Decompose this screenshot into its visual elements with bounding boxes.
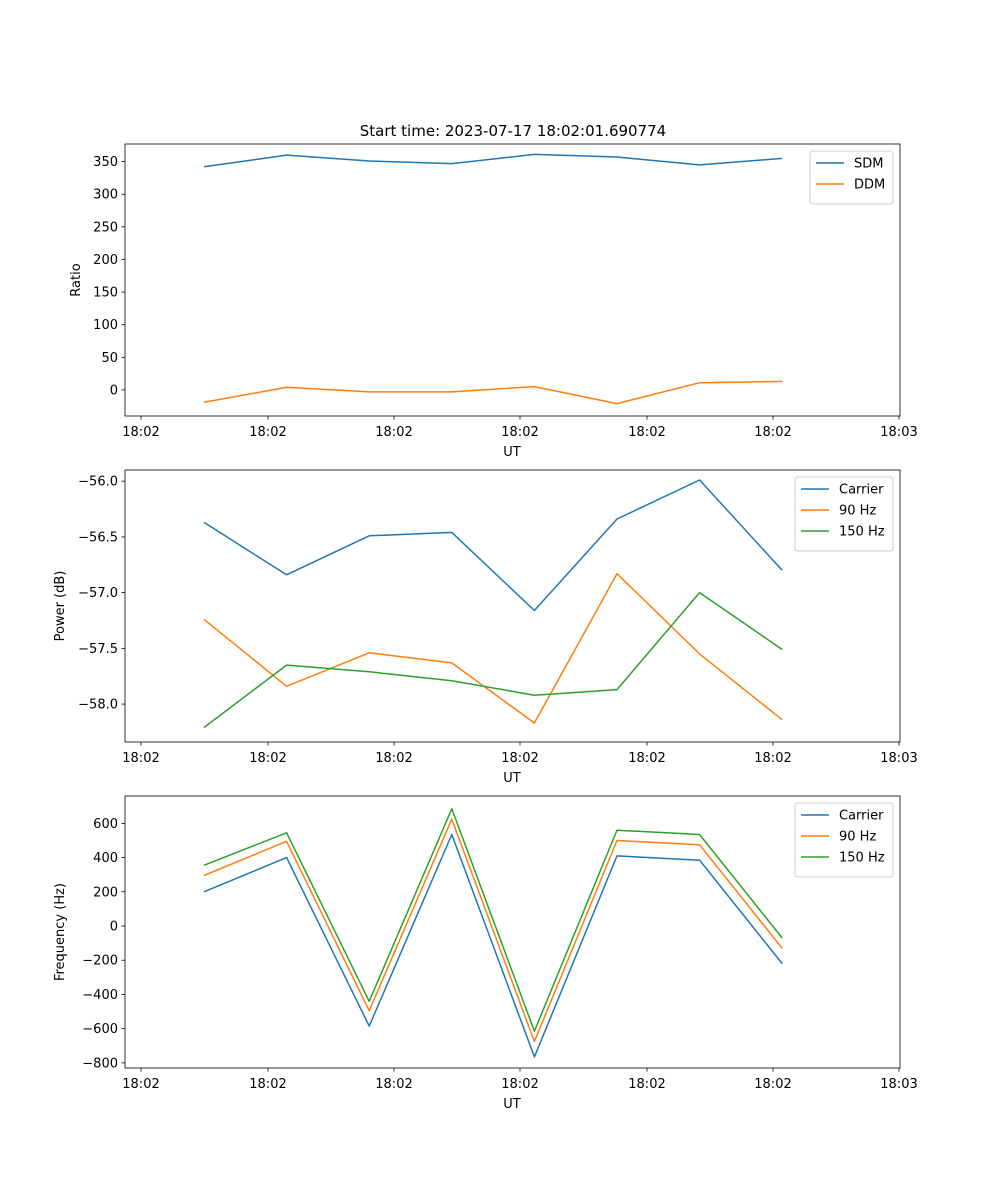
- legend-label: SDM: [854, 157, 883, 172]
- x-tick-label: 18:02: [122, 751, 159, 766]
- y-tick-label: −58.0: [78, 698, 118, 713]
- y-tick-label: −56.0: [78, 475, 118, 490]
- y-tick-label: −200: [82, 954, 118, 969]
- x-tick-label: 18:03: [880, 1077, 917, 1092]
- x-tick-label: 18:02: [754, 425, 791, 440]
- x-tick-label: 18:03: [880, 751, 917, 766]
- subplot-2: −58.0 −57.5 −57.0 −56.5 −56.0 18:02 18:02 18:02…: [53, 469, 918, 786]
- axes-frame: [124, 143, 901, 417]
- legend-label: Carrier: [839, 809, 884, 824]
- x-tick-label: 18:02: [754, 751, 791, 766]
- x-tick-label: 18:02: [501, 751, 538, 766]
- y-tick-label: 150: [93, 286, 118, 301]
- subplot-1: 0 50 100 150 200 250 300 350 18:02 18:02 18:02 18:0…: [69, 143, 918, 460]
- series-line-carrier: [203, 479, 783, 612]
- series-line-ddm: [203, 380, 783, 405]
- y-axis-label: Power (dB): [53, 571, 68, 642]
- y-tick-label: −56.5: [78, 530, 118, 545]
- x-tick-label: 18:02: [628, 425, 665, 440]
- x-tick-label: 18:02: [628, 751, 665, 766]
- x-tick-label: 18:02: [249, 1077, 286, 1092]
- legend-box: [794, 476, 894, 552]
- y-tick-label: 0: [110, 383, 118, 398]
- legend-label: Carrier: [839, 483, 884, 498]
- y-axis-label: Ratio: [69, 263, 84, 296]
- y-tick-label: −600: [82, 1022, 118, 1037]
- x-tick-label: 18:02: [375, 1077, 412, 1092]
- x-tick-label: 18:02: [122, 425, 159, 440]
- x-tick-label: 18:02: [375, 425, 412, 440]
- y-tick-label: 200: [93, 253, 118, 268]
- legend-label: 150 Hz: [839, 851, 885, 866]
- x-axis-label: UT: [503, 1097, 521, 1112]
- legend-label: 90 Hz: [839, 830, 876, 845]
- y-tick-label: 400: [93, 851, 118, 866]
- legend-label: DDM: [854, 178, 885, 193]
- series-line-150-hz: [203, 591, 783, 729]
- legend-box: [794, 802, 894, 878]
- series-line-carrier: [203, 833, 783, 1058]
- figure-title: Start time: 2023-07-17 18:02:01.690774: [360, 122, 666, 140]
- y-tick-label: 0: [110, 920, 118, 935]
- y-tick-label: 50: [101, 351, 118, 366]
- y-tick-label: 250: [93, 220, 118, 235]
- x-axis-label: UT: [503, 771, 521, 786]
- x-tick-label: 18:02: [501, 1077, 538, 1092]
- y-tick-label: −800: [82, 1056, 118, 1071]
- x-tick-label: 18:02: [375, 751, 412, 766]
- x-tick-label: 18:02: [501, 425, 538, 440]
- y-tick-label: 600: [93, 817, 118, 832]
- x-tick-label: 18:02: [628, 1077, 665, 1092]
- y-tick-label: 350: [93, 155, 118, 170]
- axes-frame: [124, 469, 901, 743]
- subplot-3: −800 −600 −400 −200 0 200 400 600 18:02 18:02 18:0…: [53, 795, 918, 1112]
- x-tick-label: 18:03: [880, 425, 917, 440]
- x-axis-label: UT: [503, 445, 521, 460]
- y-tick-label: 200: [93, 885, 118, 900]
- legend-label: 90 Hz: [839, 504, 876, 519]
- y-tick-label: −57.0: [78, 586, 118, 601]
- series-line-sdm: [203, 153, 783, 168]
- axes-frame: [124, 795, 901, 1069]
- plots-container: 0 50 100 150 200 250 300 350 18:02 18:02 18:02 18:0…: [53, 143, 918, 1112]
- legend-box: [809, 150, 894, 205]
- series-line-150-hz: [203, 808, 783, 1032]
- series-line-90-hz: [203, 818, 783, 1043]
- legend-label: 150 Hz: [839, 525, 885, 540]
- y-axis-label: Frequency (Hz): [53, 883, 68, 981]
- y-tick-label: −57.5: [78, 642, 118, 657]
- x-tick-label: 18:02: [754, 1077, 791, 1092]
- x-tick-label: 18:02: [249, 751, 286, 766]
- y-tick-label: 100: [93, 318, 118, 333]
- x-tick-label: 18:02: [122, 1077, 159, 1092]
- series-line-90-hz: [203, 572, 783, 724]
- y-tick-label: −400: [82, 988, 118, 1003]
- y-tick-label: 300: [93, 188, 118, 203]
- x-tick-label: 18:02: [249, 425, 286, 440]
